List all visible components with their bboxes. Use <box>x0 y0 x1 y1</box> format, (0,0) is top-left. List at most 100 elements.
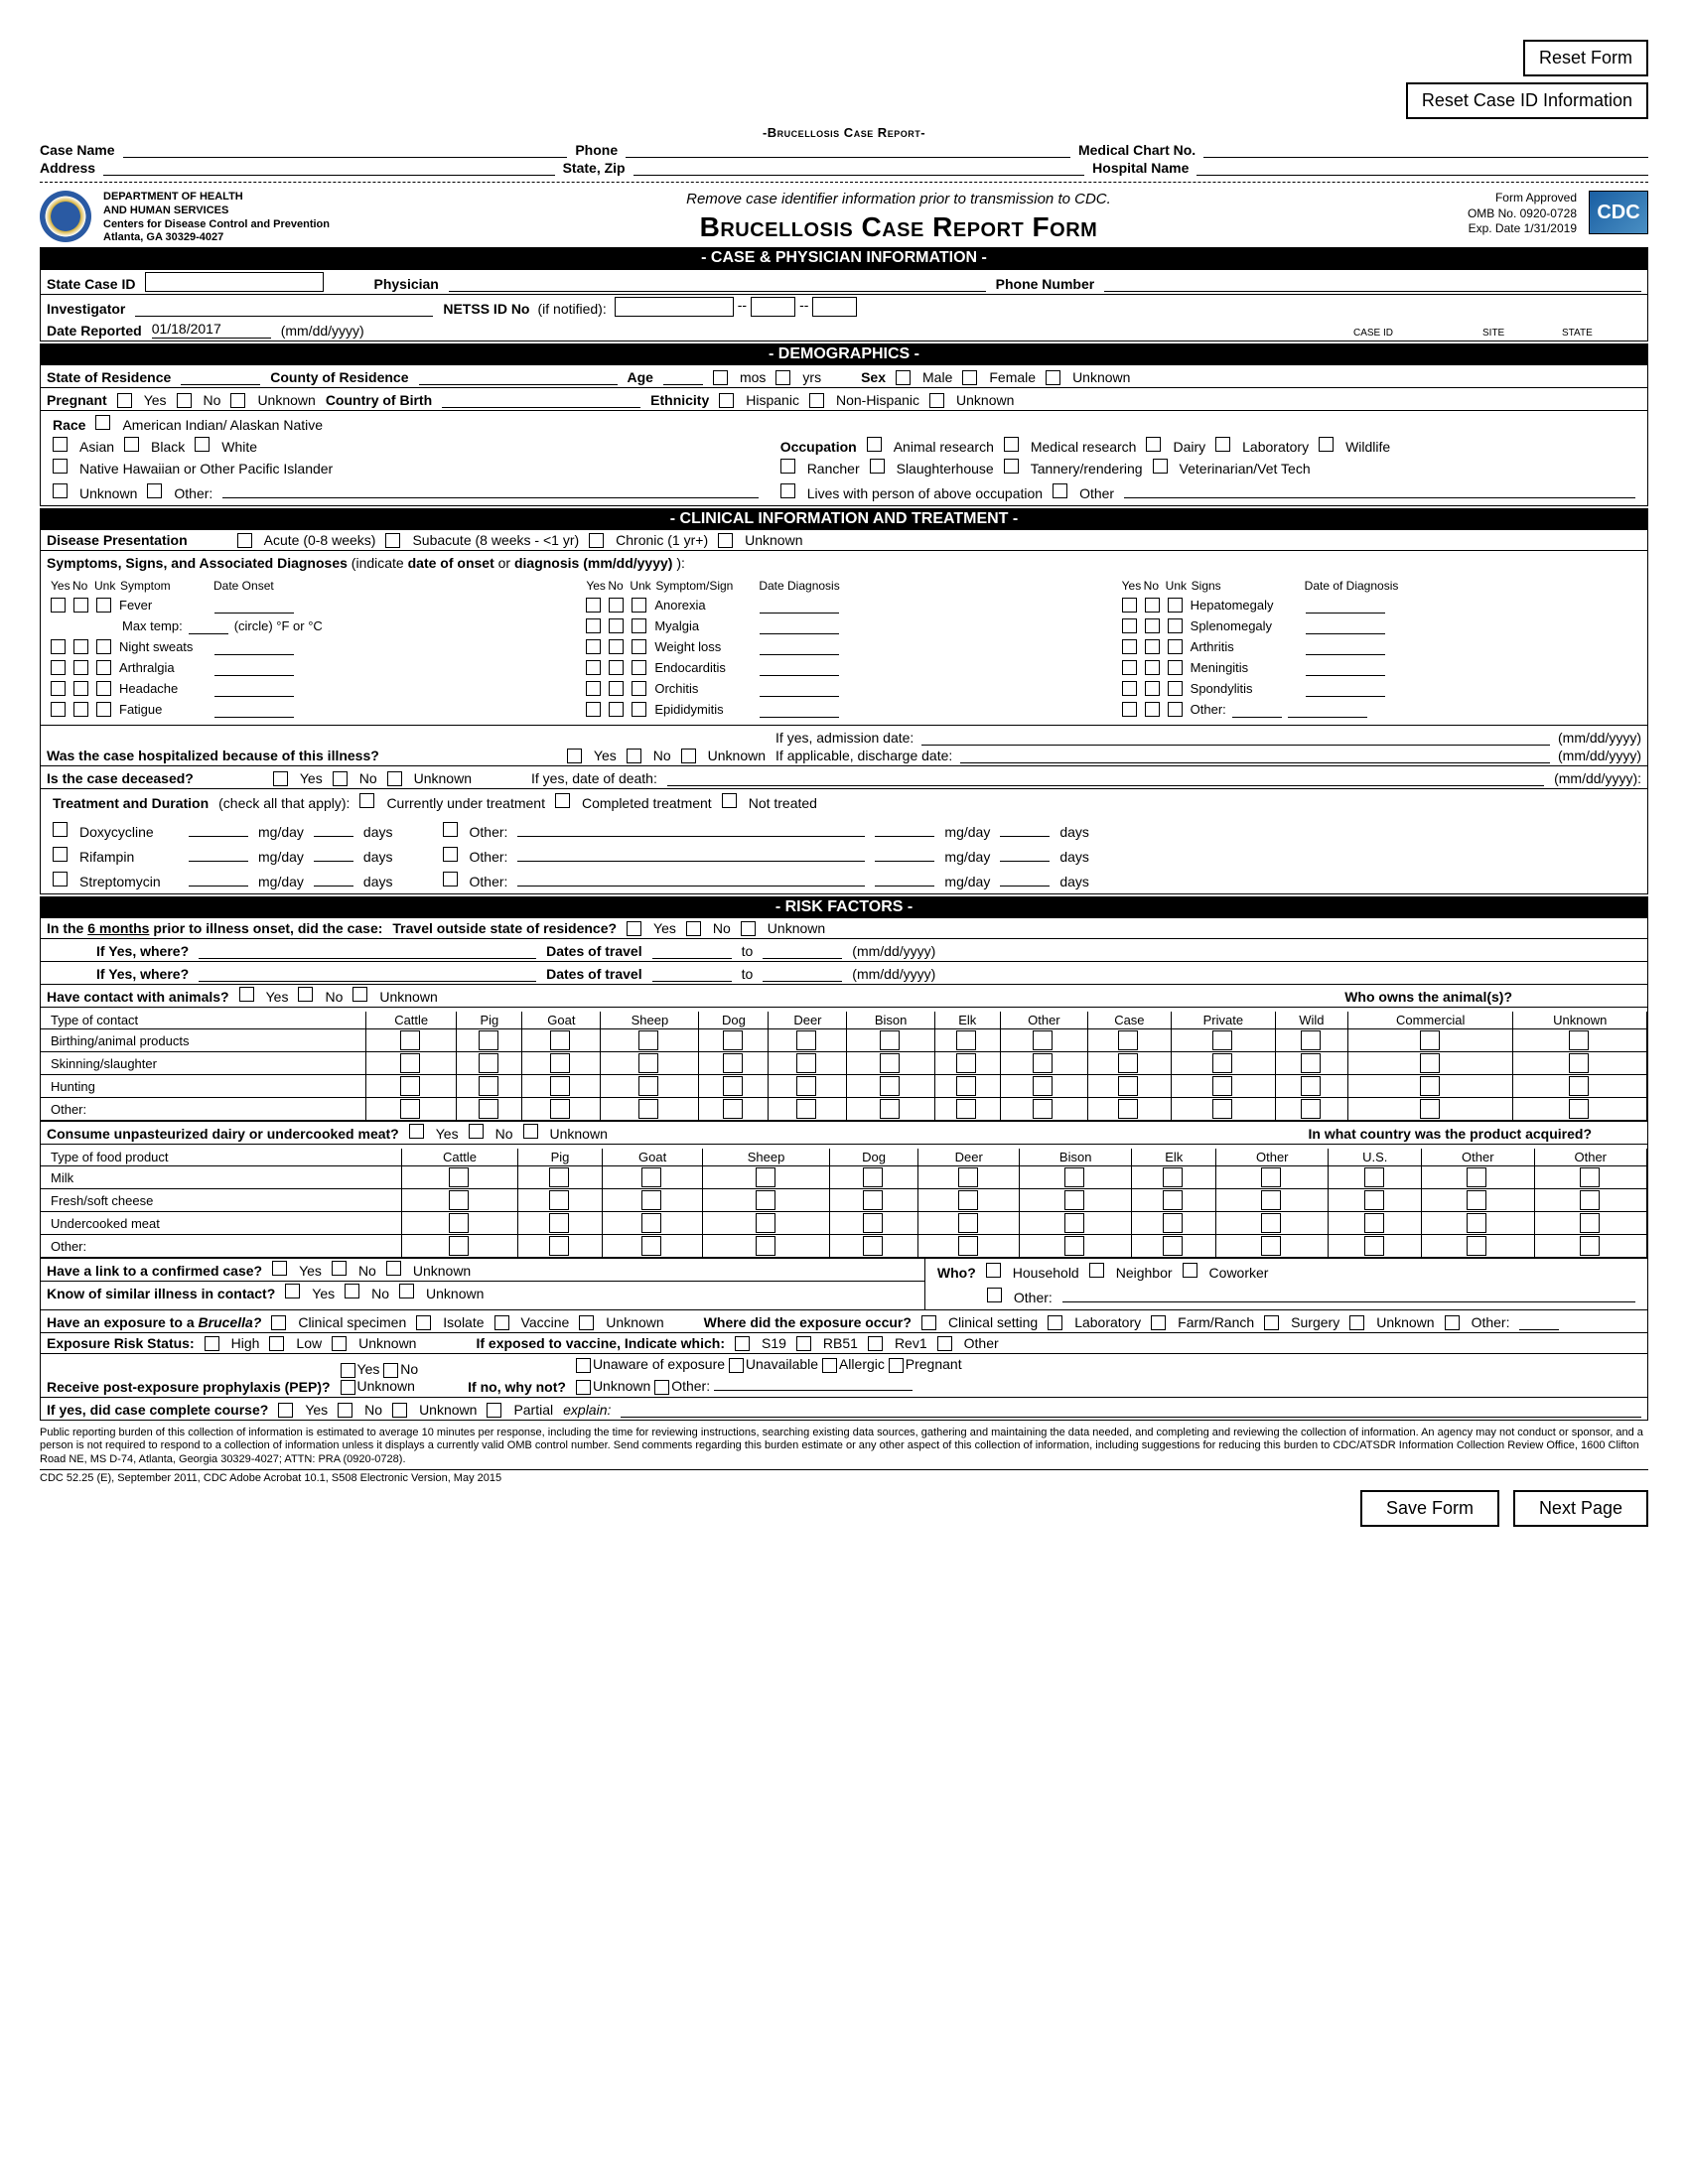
animal-0-3[interactable] <box>638 1030 658 1050</box>
arthritis-no[interactable] <box>1145 639 1160 654</box>
dairy-no-checkbox[interactable] <box>469 1124 484 1139</box>
animal-own-0-4[interactable] <box>1569 1030 1589 1050</box>
dot1a-input[interactable] <box>652 941 732 959</box>
arthritis-yes[interactable] <box>1122 639 1137 654</box>
drug2-checkbox[interactable] <box>53 872 68 887</box>
animal-0-1[interactable] <box>479 1030 498 1050</box>
case-name-input[interactable] <box>123 140 568 158</box>
preg-yes-checkbox[interactable] <box>117 393 132 408</box>
yrs-checkbox[interactable] <box>775 370 790 385</box>
food-3-2[interactable] <box>641 1236 661 1256</box>
animal-own-0-3[interactable] <box>1420 1030 1440 1050</box>
food-own-0-0[interactable] <box>1364 1167 1384 1187</box>
anor-date[interactable] <box>760 596 839 614</box>
drugoth2-days[interactable] <box>1000 869 1050 887</box>
animal-2-5[interactable] <box>796 1076 816 1096</box>
animal-2-3[interactable] <box>638 1076 658 1096</box>
head-unk[interactable] <box>96 681 111 696</box>
epid-yes[interactable] <box>586 702 601 717</box>
animal-own-2-0[interactable] <box>1118 1076 1138 1096</box>
sim-yes-checkbox[interactable] <box>285 1284 300 1298</box>
sign-other-yes[interactable] <box>1122 702 1137 717</box>
drug1-checkbox[interactable] <box>53 847 68 862</box>
occ-rancher-checkbox[interactable] <box>780 459 795 474</box>
vac-s19-checkbox[interactable] <box>735 1336 750 1351</box>
wl-yes[interactable] <box>586 639 601 654</box>
race-white-checkbox[interactable] <box>195 437 210 452</box>
splen-yes[interactable] <box>1122 618 1137 633</box>
state-zip-input[interactable] <box>633 158 1085 176</box>
admit-date-input[interactable] <box>921 728 1550 746</box>
dec-yes-checkbox[interactable] <box>273 771 288 786</box>
netss-case-id-input[interactable] <box>615 297 734 317</box>
race-asian-checkbox[interactable] <box>53 437 68 452</box>
netss-state-input[interactable] <box>812 297 857 317</box>
animal-1-8[interactable] <box>1033 1053 1053 1073</box>
who-house-checkbox[interactable] <box>986 1263 1001 1278</box>
treat-completed-checkbox[interactable] <box>555 793 570 808</box>
race-aian-checkbox[interactable] <box>95 415 110 430</box>
drug1-days[interactable] <box>314 844 353 862</box>
race-black-checkbox[interactable] <box>124 437 139 452</box>
animal-own-0-0[interactable] <box>1118 1030 1138 1050</box>
spond-no[interactable] <box>1145 681 1160 696</box>
where-oth-input[interactable] <box>1519 1312 1559 1330</box>
animal-2-6[interactable] <box>880 1076 900 1096</box>
food-0-7[interactable] <box>1163 1167 1183 1187</box>
food-3-4[interactable] <box>863 1236 883 1256</box>
animal-2-2[interactable] <box>550 1076 570 1096</box>
animal-own-0-1[interactable] <box>1212 1030 1232 1050</box>
myal-date[interactable] <box>760 616 839 634</box>
address-input[interactable] <box>103 158 555 176</box>
sim-no-checkbox[interactable] <box>345 1284 359 1298</box>
drugoth0-days[interactable] <box>1000 819 1050 837</box>
mening-date[interactable] <box>1306 658 1385 676</box>
food-3-5[interactable] <box>958 1236 978 1256</box>
myal-unk[interactable] <box>632 618 646 633</box>
splen-date[interactable] <box>1306 616 1385 634</box>
why-allergic-checkbox[interactable] <box>822 1358 837 1373</box>
preg-no-checkbox[interactable] <box>177 393 192 408</box>
hosp-no-checkbox[interactable] <box>627 749 641 763</box>
investigator-input[interactable] <box>135 299 433 317</box>
spond-unk[interactable] <box>1168 681 1183 696</box>
head-yes[interactable] <box>51 681 66 696</box>
mos-checkbox[interactable] <box>713 370 728 385</box>
pres-unk-checkbox[interactable] <box>718 533 733 548</box>
hepa-yes[interactable] <box>1122 598 1137 613</box>
animal-3-5[interactable] <box>796 1099 816 1119</box>
animal-3-7[interactable] <box>956 1099 976 1119</box>
comp-unk-checkbox[interactable] <box>392 1403 407 1418</box>
food-3-8[interactable] <box>1261 1236 1281 1256</box>
animal-own-2-2[interactable] <box>1301 1076 1321 1096</box>
food-own-3-1[interactable] <box>1467 1236 1486 1256</box>
animal-3-6[interactable] <box>880 1099 900 1119</box>
drug0-days[interactable] <box>314 819 353 837</box>
race-other-checkbox[interactable] <box>147 483 162 498</box>
animal-1-3[interactable] <box>638 1053 658 1073</box>
sex-male-checkbox[interactable] <box>896 370 911 385</box>
maxtemp-input[interactable] <box>189 616 228 634</box>
dot2a-input[interactable] <box>652 964 732 982</box>
sex-female-checkbox[interactable] <box>962 370 977 385</box>
phone-number-input[interactable] <box>1104 274 1641 292</box>
phone-input[interactable] <box>626 140 1070 158</box>
food-own-1-2[interactable] <box>1580 1190 1600 1210</box>
myal-no[interactable] <box>609 618 624 633</box>
animal-own-2-3[interactable] <box>1420 1076 1440 1096</box>
food-own-0-1[interactable] <box>1467 1167 1486 1187</box>
drug2-mg[interactable] <box>189 869 248 887</box>
preg-unk-checkbox[interactable] <box>230 393 245 408</box>
animal-own-2-1[interactable] <box>1212 1076 1232 1096</box>
travel-no-checkbox[interactable] <box>686 921 701 936</box>
animal-own-3-1[interactable] <box>1212 1099 1232 1119</box>
why-pregnant-checkbox[interactable] <box>889 1358 904 1373</box>
food-0-0[interactable] <box>449 1167 469 1187</box>
animal-2-1[interactable] <box>479 1076 498 1096</box>
endo-yes[interactable] <box>586 660 601 675</box>
orch-unk[interactable] <box>632 681 646 696</box>
ifyes2-input[interactable] <box>199 964 536 982</box>
animal-2-8[interactable] <box>1033 1076 1053 1096</box>
animal-0-7[interactable] <box>956 1030 976 1050</box>
fever-date[interactable] <box>214 596 294 614</box>
